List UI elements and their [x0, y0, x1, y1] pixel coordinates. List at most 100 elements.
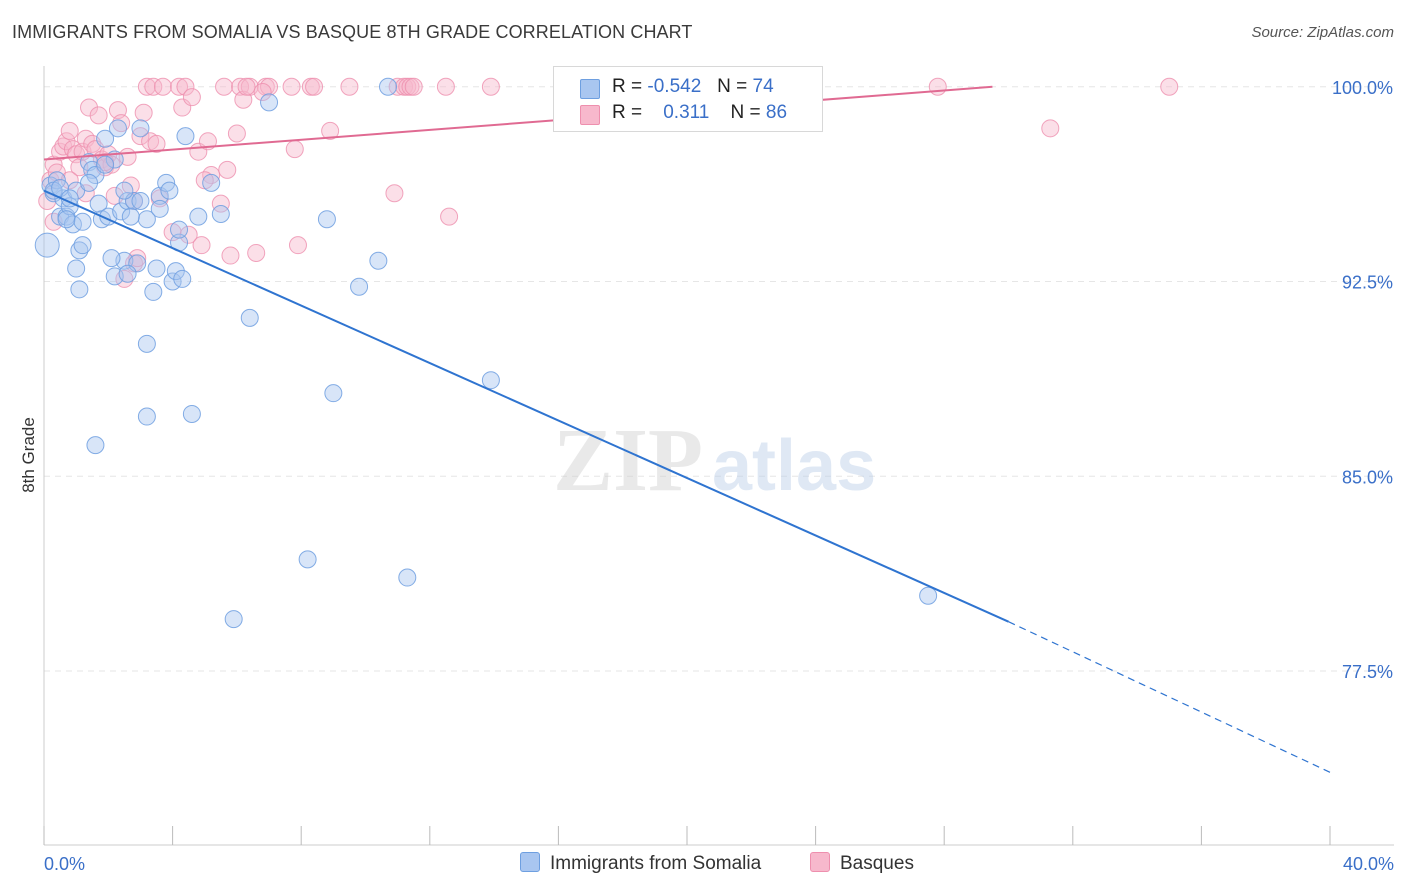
somalia-point — [121, 207, 140, 226]
basques-point — [137, 77, 156, 96]
basques-point — [481, 77, 500, 96]
somalia-point — [150, 199, 169, 218]
basques-points — [38, 77, 1179, 288]
somalia-point — [73, 236, 92, 255]
somalia-swatch — [580, 79, 600, 99]
y-tick-label: 77.5% — [1342, 662, 1393, 682]
somalia-point — [211, 205, 230, 224]
somalia-point — [298, 550, 317, 569]
basques-point — [388, 77, 407, 96]
basques-point — [182, 88, 201, 107]
somalia-point — [160, 181, 179, 200]
basques-legend-swatch — [810, 852, 830, 872]
chart-title: IMMIGRANTS FROM SOMALIA VS BASQUE 8TH GR… — [12, 22, 693, 42]
basques-point — [147, 134, 166, 153]
basques-point — [227, 124, 246, 143]
somalia-point — [398, 568, 417, 587]
source-label: Source: ZipAtlas.com — [1251, 24, 1394, 41]
basques-point — [340, 77, 359, 96]
basques-point — [247, 243, 266, 262]
basques-point — [131, 127, 150, 146]
somalia-point — [317, 210, 336, 229]
somalia-point — [147, 259, 166, 278]
x-tick-label: 40.0% — [1343, 854, 1394, 874]
somalia-point — [182, 404, 201, 423]
basques-point — [253, 82, 272, 101]
somalia-point — [173, 269, 192, 288]
basques-point — [60, 121, 79, 140]
y-tick-label: 100.0% — [1332, 78, 1393, 98]
bottom-legend-basques: Basques — [810, 852, 914, 875]
somalia-trend-line — [43, 189, 1009, 623]
basques-point — [237, 77, 256, 96]
somalia-point — [131, 192, 150, 211]
watermark: ZIP atlas — [553, 411, 876, 510]
basques-point — [144, 77, 163, 96]
somalia-point — [112, 202, 131, 221]
somalia-point — [919, 586, 938, 605]
somalia-point — [137, 210, 156, 229]
somalia-point — [102, 249, 121, 268]
basques-point — [321, 121, 340, 140]
y-axis-title: 8th Grade — [19, 417, 38, 493]
somalia-point — [240, 308, 259, 327]
basques-point — [221, 246, 240, 265]
y-tick-label: 92.5% — [1342, 273, 1393, 293]
watermark-zip: ZIP — [553, 411, 703, 510]
somalia-trend-extension — [1008, 621, 1331, 773]
basques-point — [198, 132, 217, 151]
somalia-point — [115, 181, 134, 200]
basques-trend-line — [43, 85, 993, 161]
x-tick-label: 0.0% — [44, 854, 85, 874]
somalia-point — [137, 407, 156, 426]
watermark-atlas: atlas — [712, 426, 876, 506]
basques-point — [192, 236, 211, 255]
somalia-point — [324, 384, 343, 403]
basques-point — [218, 160, 237, 179]
somalia-point — [86, 436, 105, 455]
somalia-point — [144, 282, 163, 301]
somalia-n-value: 74 — [752, 76, 774, 97]
basques-point — [80, 98, 99, 117]
somalia-point — [70, 241, 89, 260]
trend-lines — [43, 85, 1331, 773]
bottom-legend-somalia: Immigrants from Somalia — [520, 852, 761, 875]
somalia-points — [34, 77, 938, 629]
somalia-point — [150, 186, 169, 205]
somalia-r-value: -0.542 — [647, 76, 702, 97]
basques-point — [1160, 77, 1179, 96]
basques-point — [288, 236, 307, 255]
basques-point — [440, 207, 459, 226]
somalia-point — [369, 251, 388, 270]
somalia-point — [96, 155, 115, 174]
correlation-legend: R = -0.542 N = 74 R = 0.311 N = 86 — [553, 66, 823, 132]
somalia-point — [379, 77, 398, 96]
somalia-point — [73, 212, 92, 231]
basques-r-value: 0.311 — [663, 102, 710, 123]
basques-point — [285, 140, 304, 159]
basques-point — [89, 106, 108, 125]
somalia-point — [131, 119, 150, 138]
somalia-point — [137, 334, 156, 353]
somalia-legend-swatch — [520, 852, 540, 872]
basques-point — [305, 77, 324, 96]
somalia-point — [176, 127, 195, 146]
somalia-point — [118, 192, 137, 211]
somalia-point — [189, 207, 208, 226]
grid-lines — [44, 86, 1394, 672]
somalia-point — [260, 93, 279, 112]
basques-point — [176, 77, 195, 96]
basques-point — [170, 77, 189, 96]
basques-point — [112, 114, 131, 133]
basques-point — [153, 77, 172, 96]
basques-point — [60, 171, 79, 190]
somalia-point — [350, 277, 369, 296]
basques-point — [436, 77, 455, 96]
somalia-point — [70, 280, 89, 299]
basques-point — [928, 77, 947, 96]
somalia-point — [34, 232, 60, 258]
basques-point — [134, 103, 153, 122]
y-tick-label: 85.0% — [1342, 467, 1393, 487]
basques-point — [385, 184, 404, 203]
